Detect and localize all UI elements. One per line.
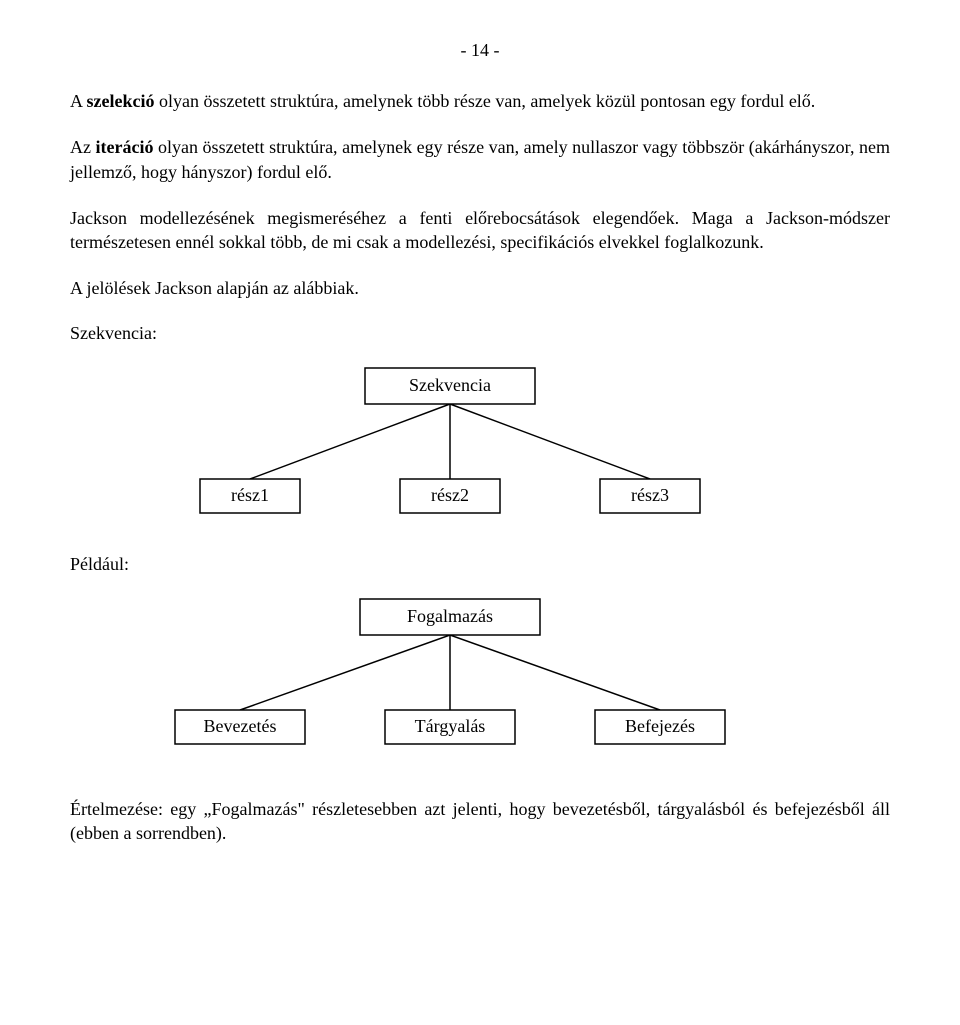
page-number: - 14 - bbox=[70, 40, 890, 61]
tree-edge bbox=[450, 404, 650, 479]
text: olyan összetett struktúra, amelynek egy … bbox=[70, 137, 890, 181]
tree-node-label: rész3 bbox=[631, 485, 669, 505]
tree-node-label: Befejezés bbox=[625, 716, 695, 736]
paragraph-interpretation: Értelmezése: egy „Fogalmazás" részletese… bbox=[70, 797, 890, 846]
tree-node-label: Fogalmazás bbox=[407, 606, 493, 626]
page: - 14 - A szelekció olyan összetett struk… bbox=[0, 0, 960, 907]
tree-diagram-example: Fogalmazás Bevezetés Tárgyalás Befejezés bbox=[70, 587, 830, 767]
tree-node-label: Bevezetés bbox=[204, 716, 277, 736]
tree-node-label: Szekvencia bbox=[409, 375, 491, 395]
tree-node-label: rész1 bbox=[231, 485, 269, 505]
text: A bbox=[70, 91, 87, 111]
tree-edge bbox=[240, 635, 450, 710]
tree-edge bbox=[450, 635, 660, 710]
tree-edge bbox=[250, 404, 450, 479]
paragraph-jackson: Jackson modellezésének megismeréséhez a … bbox=[70, 206, 890, 255]
tree-diagram-sequence: Szekvencia rész1 rész2 rész3 bbox=[70, 356, 830, 536]
diagram-example: Fogalmazás Bevezetés Tárgyalás Befejezés bbox=[70, 587, 890, 767]
text: olyan összetett struktúra, amelynek több… bbox=[155, 91, 816, 111]
text: Az bbox=[70, 137, 96, 157]
bold-term-selection: szelekció bbox=[87, 91, 155, 111]
bold-term-iteration: iteráció bbox=[96, 137, 154, 157]
paragraph-selection: A szelekció olyan összetett struktúra, a… bbox=[70, 89, 890, 113]
sequence-heading: Szekvencia: bbox=[70, 323, 890, 344]
tree-node-label: Tárgyalás bbox=[415, 716, 486, 736]
paragraph-iteration: Az iteráció olyan összetett struktúra, a… bbox=[70, 135, 890, 184]
tree-node-label: rész2 bbox=[431, 485, 469, 505]
example-heading: Például: bbox=[70, 554, 890, 575]
paragraph-notation: A jelölések Jackson alapján az alábbiak. bbox=[70, 276, 890, 300]
diagram-sequence: Szekvencia rész1 rész2 rész3 bbox=[70, 356, 890, 536]
